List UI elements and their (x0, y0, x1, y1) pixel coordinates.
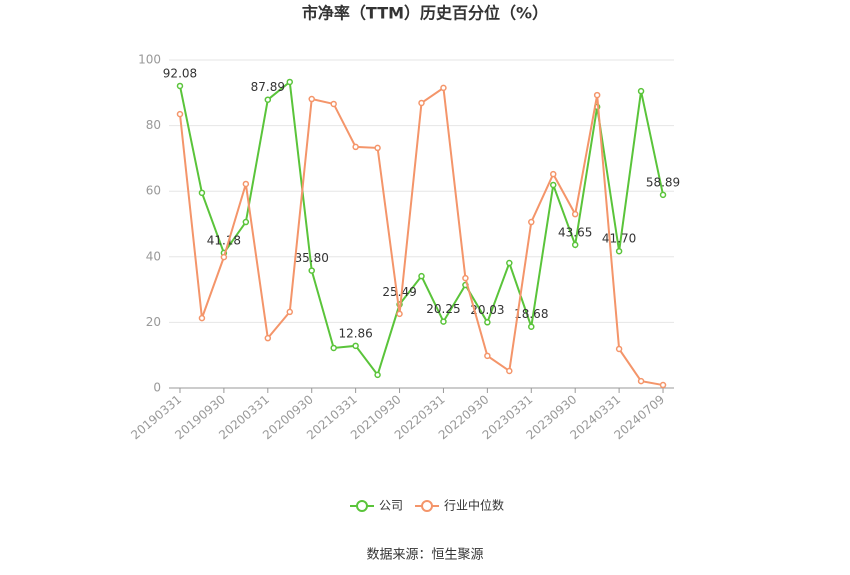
point (571, 241, 579, 249)
point (528, 323, 535, 330)
point (593, 91, 601, 99)
y-tick-label: 100 (138, 53, 161, 67)
y-tick-label: 60 (146, 184, 161, 198)
y-tick-label: 0 (153, 381, 161, 395)
data-label: 35.80 (295, 251, 329, 265)
point (615, 247, 623, 255)
point (615, 345, 623, 353)
point (396, 310, 403, 318)
data-label: 92.08 (163, 66, 197, 80)
point (352, 143, 359, 151)
point (176, 110, 184, 118)
point (264, 96, 272, 103)
point (659, 191, 667, 199)
data-label: 41.70 (602, 232, 636, 246)
data-label: 41.18 (207, 233, 241, 247)
point (637, 377, 645, 385)
point (462, 274, 469, 282)
y-tick-label: 80 (146, 118, 161, 132)
data-label: 87.89 (251, 80, 285, 94)
point (571, 210, 579, 218)
point (528, 218, 535, 226)
legend-marker (356, 500, 368, 512)
point (330, 344, 337, 352)
legend-label: 公司 (379, 499, 403, 513)
point (506, 367, 513, 375)
point (330, 100, 337, 108)
point (440, 84, 447, 92)
data-label: 20.25 (426, 302, 460, 316)
point (308, 267, 315, 274)
data-label: 20.03 (470, 303, 504, 317)
data-label: 25.49 (382, 285, 416, 299)
legend-label: 行业中位数 (444, 498, 504, 513)
legend-marker (421, 500, 434, 512)
point (242, 180, 250, 188)
point (506, 259, 513, 267)
point (198, 314, 206, 322)
point (198, 189, 206, 197)
point (418, 99, 425, 107)
chart-title: 市净率（TTM）历史百分位（%） (302, 4, 548, 23)
point (549, 170, 557, 178)
point (352, 342, 359, 350)
point (242, 218, 250, 226)
point (176, 82, 184, 90)
point (484, 352, 491, 360)
point (220, 253, 228, 261)
data-label: 12.86 (338, 326, 372, 340)
point (264, 334, 272, 342)
point (308, 95, 315, 103)
point (418, 272, 425, 280)
point (484, 319, 491, 326)
point (659, 381, 667, 389)
data-label: 43.65 (558, 225, 592, 239)
point (286, 78, 294, 86)
point (286, 308, 294, 316)
data-label: 58.89 (646, 175, 680, 189)
data-label: 18.68 (514, 307, 548, 321)
source: 数据来源：恒生聚源 (366, 548, 483, 563)
point (374, 371, 381, 379)
point (374, 144, 381, 152)
y-tick-label: 20 (146, 315, 161, 329)
y-tick-label: 40 (146, 249, 161, 263)
point (637, 87, 645, 95)
point (549, 181, 557, 189)
point (440, 318, 447, 325)
